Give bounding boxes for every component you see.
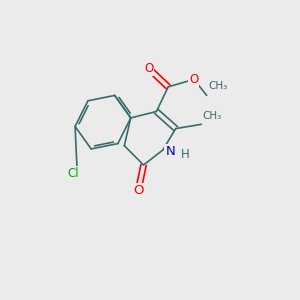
Text: Cl: Cl (67, 167, 79, 180)
Text: N: N (165, 145, 175, 158)
Text: CH₃: CH₃ (203, 111, 222, 121)
Text: CH₃: CH₃ (208, 81, 227, 91)
Text: O: O (144, 62, 154, 75)
Text: O: O (133, 184, 143, 197)
Text: H: H (181, 148, 189, 161)
Text: O: O (189, 73, 199, 86)
